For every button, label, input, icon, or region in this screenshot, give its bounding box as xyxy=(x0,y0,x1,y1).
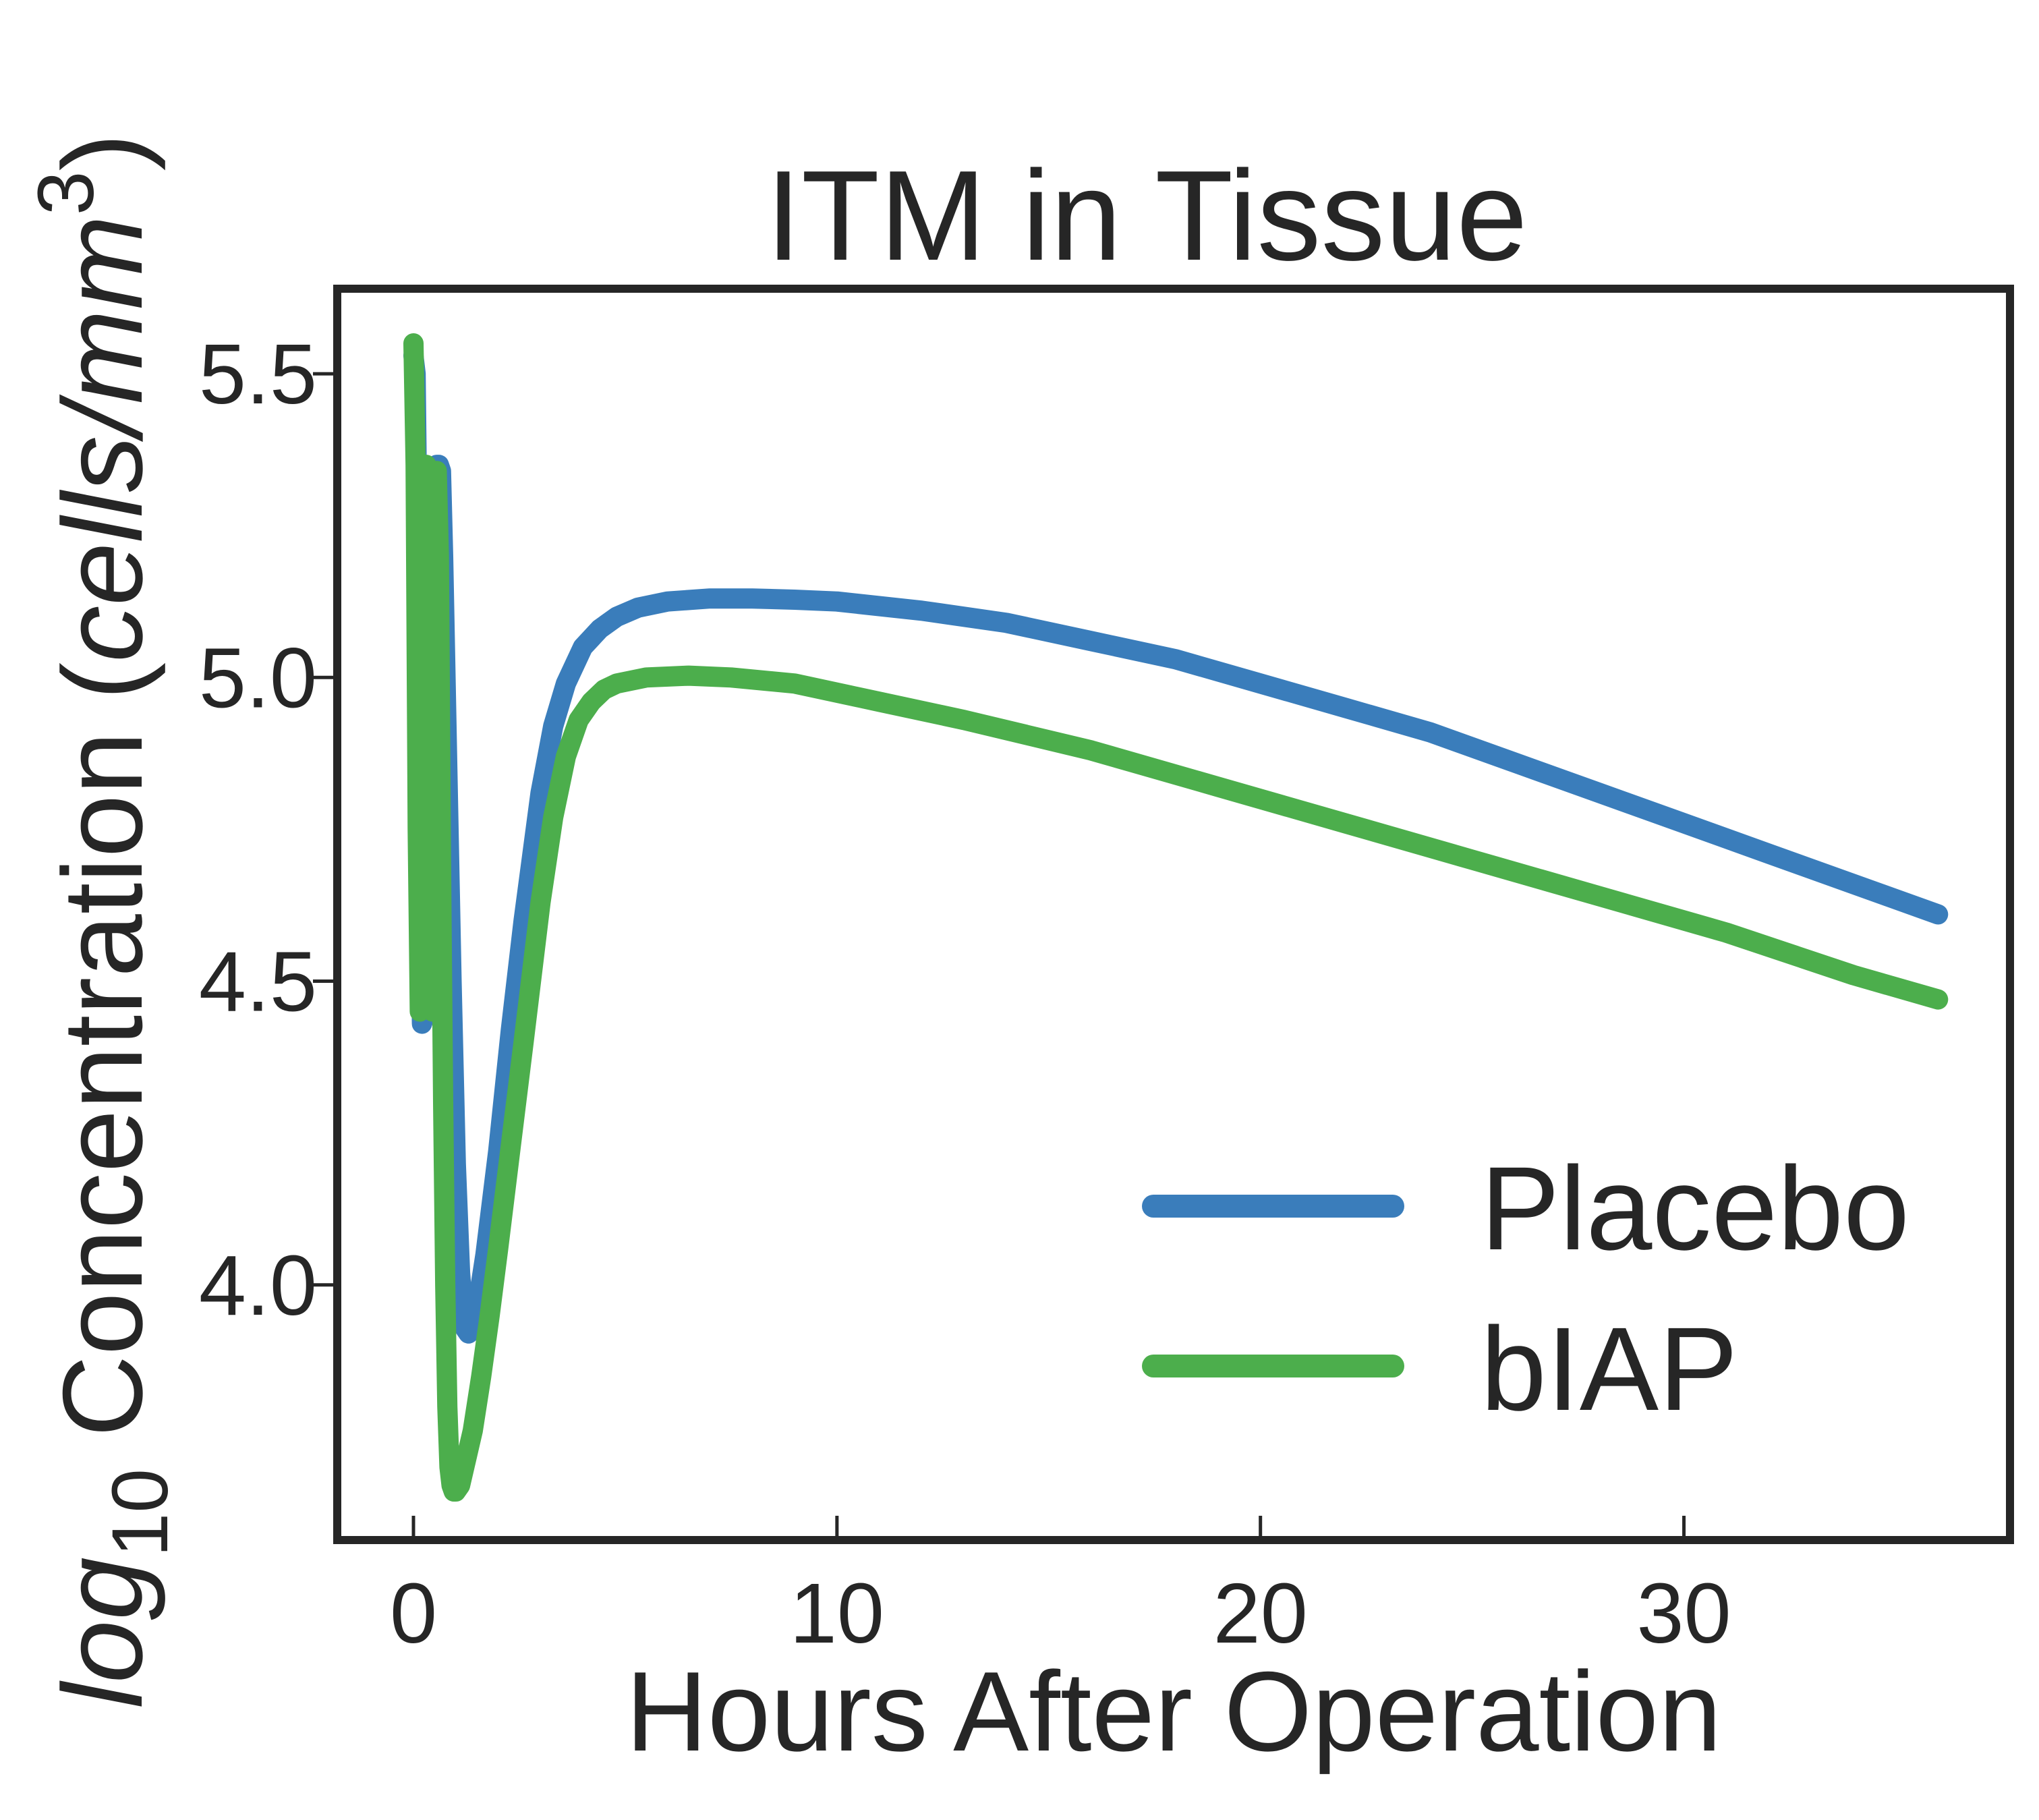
tick-layer: 0 10 20 30 4.0 4.5 5.0 5.5 xyxy=(199,326,1731,1661)
y-axis-label-close-paren: ) xyxy=(39,134,166,171)
y-axis-label-superscript: 3 xyxy=(22,171,111,215)
legend: Placebo bIAP xyxy=(1142,1143,1909,1435)
x-tick-label: 20 xyxy=(1213,1566,1308,1661)
series-line-biap xyxy=(403,333,1949,1502)
y-axis-label-unit: cells/mm xyxy=(39,215,166,662)
plot-frame xyxy=(333,285,2014,1544)
y-tick-label: 4.5 xyxy=(199,934,317,1029)
y-axis-label-subscript: 10 xyxy=(96,1469,185,1557)
x-tick-label: 10 xyxy=(790,1566,884,1661)
y-tick-label: 5.0 xyxy=(199,630,317,725)
legend-label-placebo: Placebo xyxy=(1481,1143,1909,1275)
y-axis-label-concentration: Concentration ( xyxy=(39,662,166,1469)
chart-title: ITM in Tissue xyxy=(766,144,1528,287)
y-tick-label: 4.0 xyxy=(199,1238,317,1333)
legend-label-biap: bIAP xyxy=(1481,1303,1738,1435)
y-tick-label: 5.5 xyxy=(199,326,317,422)
series-layer xyxy=(403,333,1949,1502)
y-axis-label-log: log xyxy=(39,1557,166,1708)
x-tick-label: 0 xyxy=(390,1566,437,1661)
x-axis-label: Hours After Operation xyxy=(626,1648,1722,1775)
y-axis-label: log10 Concentration (cells/mm3) xyxy=(22,134,185,1709)
x-tick-label: 30 xyxy=(1636,1566,1731,1661)
